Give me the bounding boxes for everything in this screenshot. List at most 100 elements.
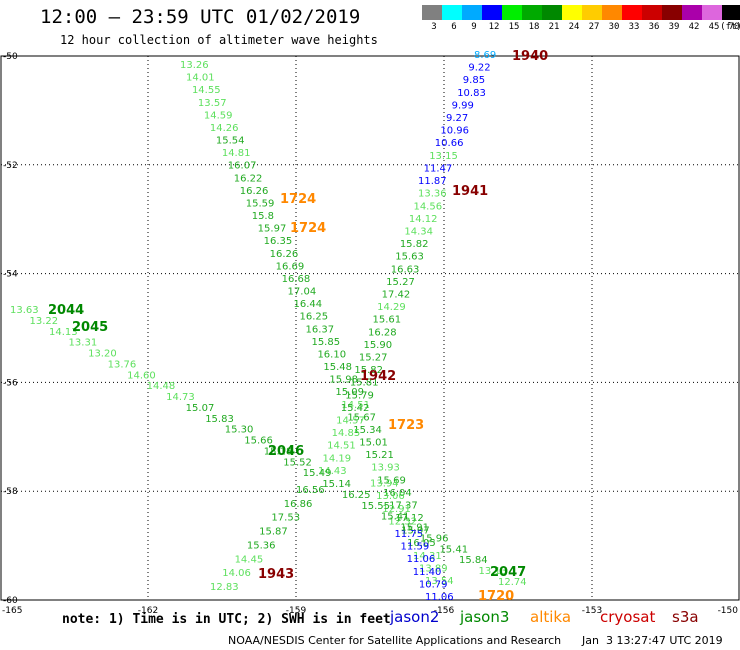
wave-height-value: 16.86: [284, 499, 313, 510]
wave-height-value: 16.26: [240, 186, 269, 197]
wave-height-value: 13.93: [371, 463, 400, 474]
legend-label: 9: [471, 22, 477, 32]
latitude-tick-label: -54: [3, 270, 18, 280]
wave-height-value: 16.56: [296, 485, 325, 496]
wave-height-value: 14.31: [413, 551, 442, 562]
wave-height-value: 13.89: [419, 563, 448, 574]
wave-height-value: 15.36: [247, 540, 276, 551]
wave-height-value: 11.06: [425, 592, 454, 603]
wave-height-value: 15.30: [225, 425, 254, 436]
wave-height-value: 14.51: [341, 400, 370, 411]
longitude-tick-label: -162: [138, 606, 158, 616]
legend-label: 30: [608, 22, 620, 32]
satellite-label-altika: altika: [530, 608, 572, 626]
color-scale-legend: [422, 5, 740, 20]
wave-height-value: 11.06: [407, 554, 436, 565]
wave-height-value: 14.34: [404, 226, 433, 237]
legend-label: 36: [648, 22, 660, 32]
wave-height-value: 12.32: [388, 516, 417, 527]
wave-height-value: 13.13: [478, 566, 507, 577]
legend-label: 12: [488, 22, 500, 32]
wave-height-value: 16.63: [391, 264, 420, 275]
legend-label: 42: [688, 22, 700, 32]
wave-height-value: 14.73: [166, 392, 195, 403]
wave-height-value: 14.19: [323, 453, 352, 464]
wave-height-value: 12.74: [498, 577, 527, 588]
wave-height-value: 16.22: [234, 173, 263, 184]
legend-label: 33: [628, 22, 640, 32]
wave-height-value: 15.85: [311, 337, 340, 348]
wave-height-value: 17.37: [389, 500, 418, 511]
legend-label: 27: [588, 22, 600, 32]
satellite-label-cryosat: cryosat: [600, 608, 656, 626]
wave-height-value: 15.07: [186, 403, 215, 414]
legend-swatch: [582, 5, 602, 20]
map-frame: [0, 55, 740, 601]
legend-swatch: [422, 5, 442, 20]
pass-time-label: 1724: [280, 192, 316, 207]
pass-time-label: 2044: [48, 303, 84, 318]
wave-height-value: 15.97: [401, 526, 430, 537]
wave-height-value: 14.60: [127, 370, 156, 381]
wave-height-value: 16.07: [228, 161, 257, 172]
wave-height-value: 14.55: [192, 85, 221, 96]
wave-height-value: 13.22: [30, 316, 59, 327]
wave-height-value: 15.27: [386, 277, 415, 288]
wave-height-value: 10.96: [440, 126, 469, 137]
wave-height-value: 16.35: [264, 236, 293, 247]
wave-height-value: 17.42: [382, 289, 411, 300]
legend-label: 18: [528, 22, 540, 32]
wave-height-value: 15.79: [345, 390, 374, 401]
wave-height-value: 17.12: [395, 513, 424, 524]
pass-time-label: 1943: [258, 567, 294, 582]
wave-height-value: 15.69: [377, 475, 406, 486]
graticule: -165 -162 -159 -156 -153 -150 -50 -52 -54 -56 -58 -…: [0, 52, 740, 616]
wave-height-value: 13.94: [370, 479, 399, 490]
wave-height-value: 15.48: [323, 362, 352, 373]
wave-height-value: 10.79: [419, 579, 448, 590]
legend-swatch: [722, 5, 740, 20]
wave-height-value: 8.69: [474, 50, 496, 61]
wave-height-value: 15.61: [373, 315, 402, 326]
wave-height-value: 13.06: [376, 491, 405, 502]
legend-label: 21: [548, 22, 560, 32]
wave-height-value: 16.68: [282, 274, 311, 285]
wave-height-value: 10.83: [457, 88, 486, 99]
wave-height-value: 15.90: [363, 340, 392, 351]
wave-height-value: 15.55: [361, 501, 390, 512]
wave-height-value: 15.84: [459, 555, 488, 566]
legend-label: 45: [708, 22, 720, 32]
legend-swatch: [602, 5, 622, 20]
wave-height-value: 15.09: [335, 387, 364, 398]
pass-time-label: 2046: [268, 444, 304, 459]
wave-height-value: 12.91: [382, 504, 411, 515]
wave-height-value: 14.85: [332, 428, 361, 439]
wave-height-value: 15.01: [359, 438, 388, 449]
wave-height-value: 17.04: [288, 287, 317, 298]
legend-swatch: [522, 5, 542, 20]
legend-swatch: [642, 5, 662, 20]
pass-time-label: 1720: [478, 589, 514, 604]
pass-time-labels: 1940 1941 1942 1943 1724 1724 1723 1720 2044 2045…: [48, 49, 548, 604]
wave-height-value: 9.85: [463, 75, 485, 86]
color-scale-labels: 3 6 9 12 15 18 21 24 27 30 33 36 39 42 45 70 (ft): [422, 22, 740, 34]
longitude-tick-label: -156: [434, 606, 455, 616]
wave-height-value: 13.26: [180, 60, 209, 71]
legend-swatch: [482, 5, 502, 20]
wave-height-value: 11.40: [413, 567, 442, 578]
wave-height-value: 14.13: [49, 327, 78, 338]
wave-height-value: 16.04: [383, 488, 412, 499]
wave-height-value: 15.81: [350, 378, 379, 389]
wave-height-value: 10.66: [435, 138, 464, 149]
wave-height-value: 15.87: [259, 527, 288, 538]
legend-swatch: [662, 5, 682, 20]
wave-height-value: 11.47: [424, 163, 453, 174]
legend-label: 3: [431, 22, 437, 32]
legend-swatch: [462, 5, 482, 20]
wave-height-value: 14.48: [147, 381, 176, 392]
wave-height-value: 11.59: [401, 542, 430, 553]
pass-time-label: 1724: [290, 221, 326, 236]
wave-height-value: 13.31: [69, 338, 98, 349]
